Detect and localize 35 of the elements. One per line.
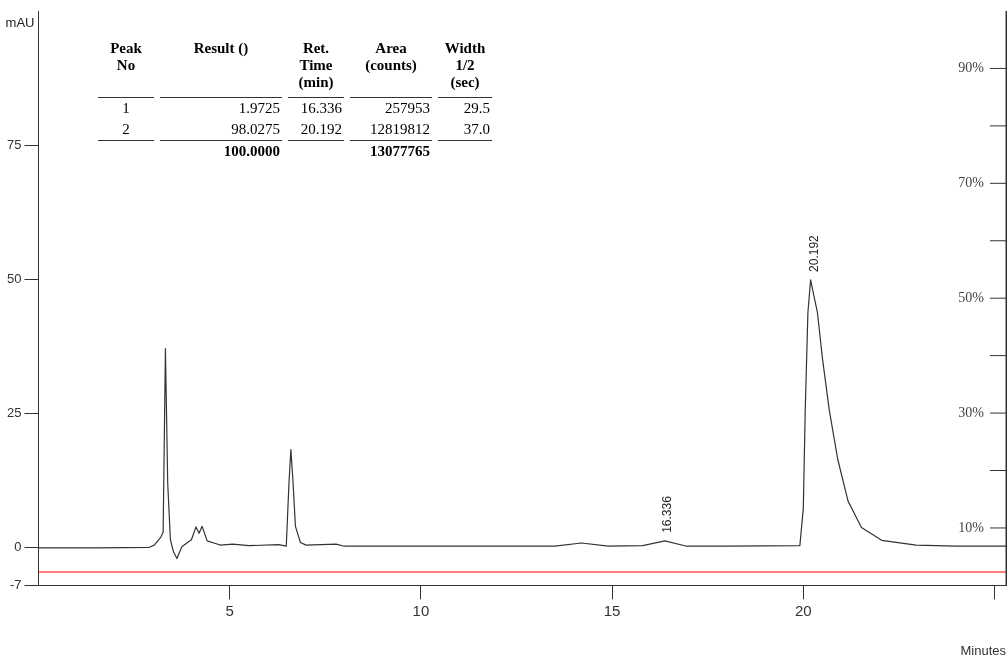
y-tick-label: 25	[6, 405, 22, 421]
y-tick-label: -7	[9, 576, 22, 592]
y2-tick-label: 30%	[958, 404, 985, 420]
y2-tick-label: 50%	[958, 289, 985, 305]
y-tick-label: 50	[6, 270, 22, 286]
annotation: 16.336	[299, 99, 343, 118]
annotation: Ret. Time (min)	[288, 38, 344, 98]
x-tick-label: 15	[603, 601, 621, 619]
annotation: 100.0000	[222, 142, 281, 161]
y-tick-label: 0	[14, 539, 22, 555]
annotation: 13077765	[369, 142, 431, 161]
y2-tick-label: 90%	[958, 60, 985, 76]
x-axis-title: Minutes	[960, 642, 1007, 658]
y-tick-label: 75	[6, 136, 22, 152]
y2-tick-label: 70%	[958, 174, 985, 190]
y2-tick-label: 10%	[958, 519, 985, 535]
annotation: Result ()	[160, 38, 282, 98]
annotation: Area (counts)	[350, 38, 432, 98]
annotation: 37.0	[438, 119, 492, 141]
y-axis-title: mAU	[5, 14, 35, 30]
annotation: 20.192	[288, 119, 344, 141]
annotation: Peak No	[98, 38, 154, 98]
annotation: 29.5	[462, 99, 491, 118]
annotation: 1.9725	[237, 99, 281, 118]
annotation: 12819812	[350, 119, 432, 141]
annotation: 98.0275	[160, 119, 282, 141]
annotation: Width 1/2 (sec)	[438, 38, 492, 98]
x-tick-label: 10	[412, 601, 430, 619]
annotation: 1	[121, 99, 131, 118]
x-tick-label: 5	[225, 601, 234, 619]
annotation: 257953	[384, 99, 431, 118]
annotation: 2	[98, 119, 154, 141]
annotation: 16.336	[659, 495, 674, 533]
annotation: 20.192	[806, 234, 821, 272]
x-tick-label: 20	[794, 601, 812, 619]
